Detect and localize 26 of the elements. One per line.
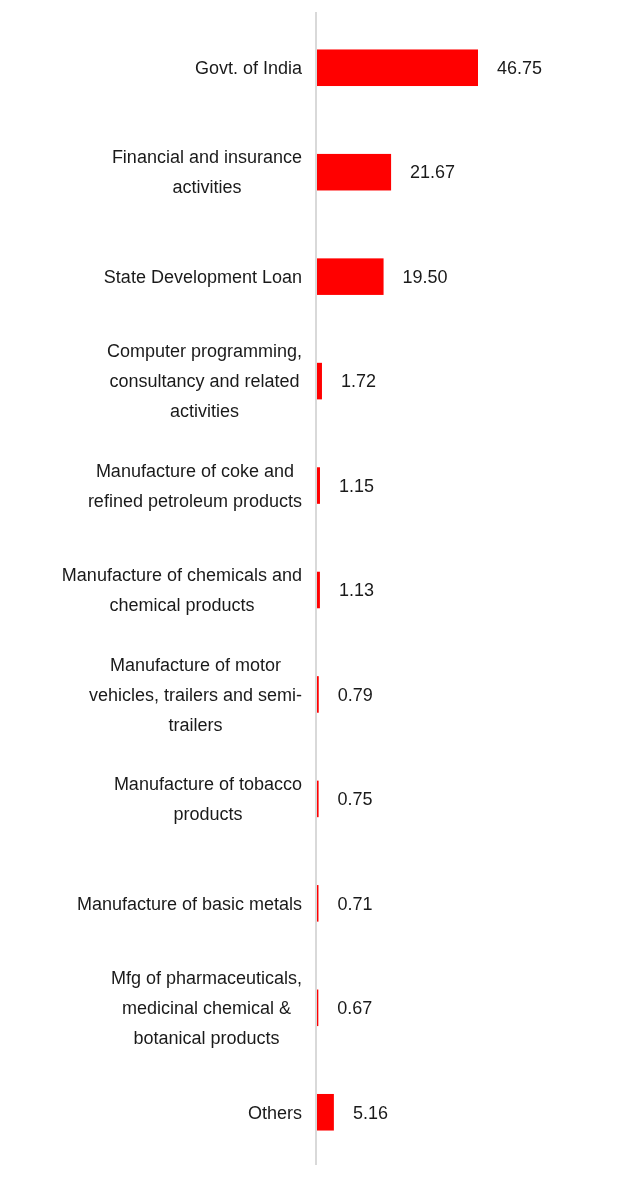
bar	[316, 49, 478, 87]
data-label: 1.15	[338, 475, 375, 496]
y-tick-label: Manufacture of chemicals and chemical products	[61, 565, 303, 616]
data-label: 0.71	[337, 893, 373, 914]
data-label: 21.67	[410, 162, 456, 183]
data-label: 0.67	[337, 998, 373, 1019]
y-tick-label: Govt. of India	[194, 58, 303, 79]
y-tick-label: Mfg of pharmaceuticals, medicinal chemical & botanical products	[110, 968, 303, 1049]
y-tick-label: Others	[247, 1102, 303, 1123]
data-label: 46.75	[497, 58, 543, 79]
bar	[316, 153, 392, 191]
data-label: 5.16	[352, 1102, 388, 1123]
y-tick-label: Manufacture of motor vehicles, trailers and semi-trailers	[88, 654, 302, 735]
y-tick-label: Manufacture of coke and refined petroleum products	[87, 460, 302, 511]
data-label: 1.13	[338, 580, 374, 601]
y-tick-label: State Development Loan	[103, 266, 302, 287]
bar	[316, 1093, 334, 1131]
data-label: 1.72	[340, 371, 377, 392]
data-label: 0.79	[337, 684, 373, 705]
y-tick-label: Manufacture of tobacco products	[113, 774, 303, 825]
data-label: 0.75	[337, 789, 373, 810]
y-tick-label: Financial and insurance activities	[111, 147, 302, 198]
y-tick-label: Computer programming, consultancy and related activities	[106, 341, 302, 422]
bar	[316, 258, 384, 295]
data-label: 19.50	[402, 266, 448, 287]
y-tick-label: Manufacture of basic metals	[76, 893, 302, 914]
